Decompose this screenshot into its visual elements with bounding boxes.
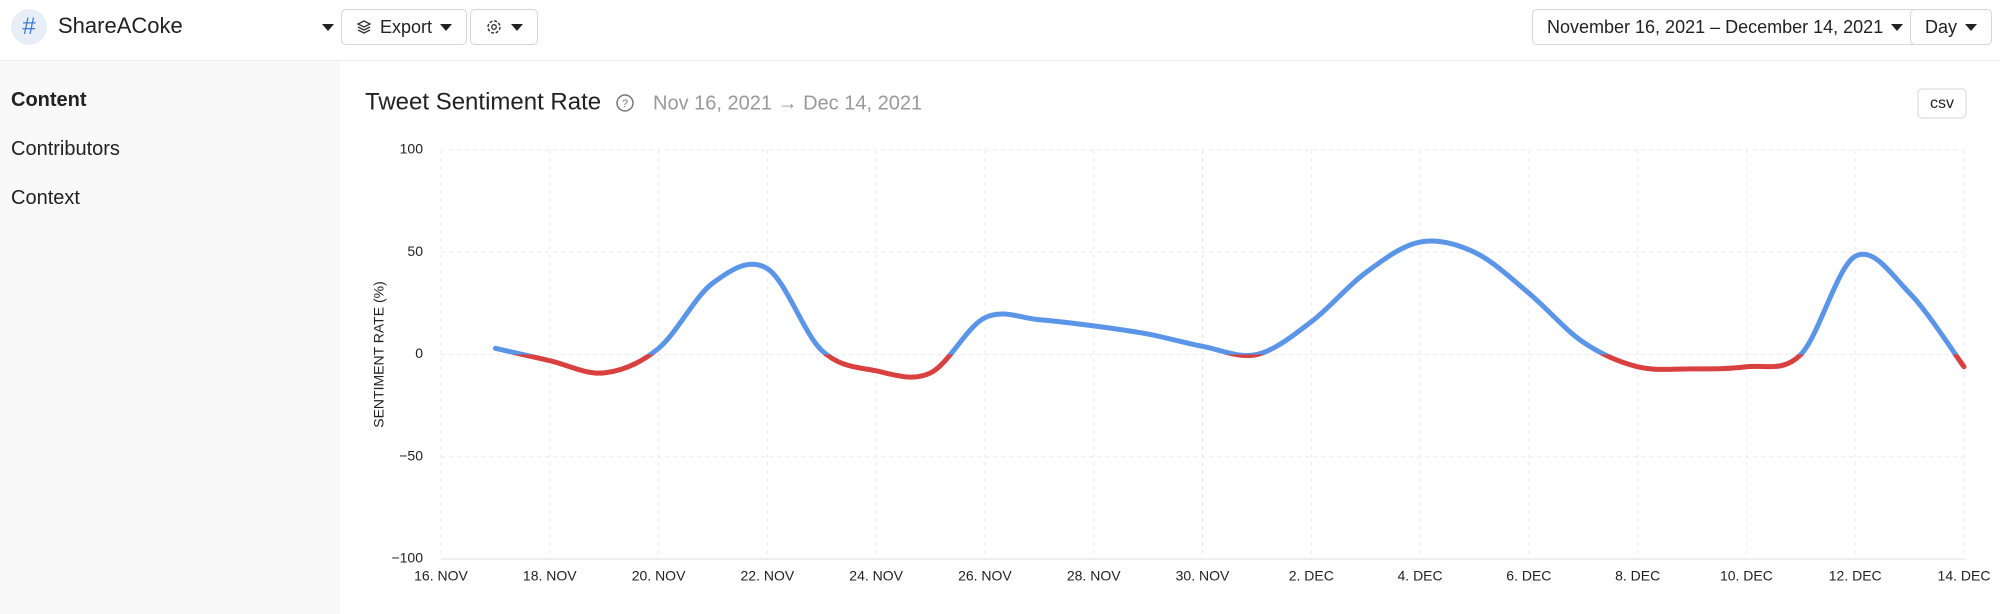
x-tick-label: 2. DEC — [1289, 568, 1334, 584]
y-tick-label: −50 — [399, 447, 423, 463]
y-tick-label: 0 — [415, 345, 423, 361]
nav-item[interactable]: Context — [11, 187, 80, 209]
export-label: Export — [380, 16, 433, 37]
x-tick-label: 10. DEC — [1720, 568, 1773, 584]
help-icon[interactable] — [616, 94, 634, 112]
x-tick-label: 22. NOV — [741, 568, 795, 584]
x-tick-label: 18. NOV — [523, 568, 577, 584]
date-range-button[interactable]: November 16, 2021 – December 14, 2021 — [1532, 9, 1919, 45]
granularity: Day — [1925, 16, 1958, 37]
nav-item[interactable]: Content — [11, 89, 87, 111]
settings-button[interactable] — [470, 9, 538, 45]
chart-subtitle: Nov 16, 2021 → Dec 14, 2021 — [653, 92, 922, 114]
layers-icon — [356, 20, 372, 34]
y-tick-label: 100 — [400, 141, 424, 157]
gear-icon — [487, 20, 501, 34]
x-tick-label: 20. NOV — [632, 568, 686, 584]
sidebar: Content Contributors Context — [0, 61, 340, 614]
chart-title: Tweet Sentiment Rate — [365, 88, 601, 115]
x-tick-label: 16. NOV — [414, 568, 468, 584]
x-tick-label: 28. NOV — [1067, 568, 1121, 584]
granularity-button[interactable]: Day — [1910, 9, 1993, 45]
chart: Tweet Sentiment Rate ? Nov 16, 2021 → De… — [365, 88, 1991, 584]
date-range: November 16, 2021 – December 14, 2021 — [1547, 16, 1884, 37]
x-tick-label: 30. NOV — [1176, 568, 1230, 584]
x-tick-label: 26. NOV — [958, 568, 1012, 584]
x-tick-label: 14. DEC — [1938, 568, 1991, 584]
hash-icon: # — [11, 9, 47, 45]
x-tick-label: 4. DEC — [1398, 568, 1443, 584]
y-tick-label: −100 — [391, 550, 423, 566]
x-tick-label: 8. DEC — [1615, 568, 1660, 584]
csv-label: csv — [1930, 95, 1954, 112]
nav-item[interactable]: Contributors — [11, 138, 120, 160]
project-dropdown[interactable] — [322, 24, 334, 31]
export-button[interactable]: Export — [341, 9, 468, 45]
project-title[interactable]: ShareACoke — [58, 13, 183, 38]
csv-button[interactable] — [1917, 88, 1967, 119]
x-tick-label: 6. DEC — [1506, 568, 1551, 584]
help-icon-mark: ? — [622, 98, 628, 110]
sentiment-line — [492, 238, 1967, 380]
y-tick-label: 50 — [407, 243, 423, 259]
top-bar: # ShareACoke Export November 16, 2021 – … — [0, 0, 2000, 61]
y-axis-label: SENTIMENT RATE (%) — [371, 281, 387, 428]
x-tick-label: 12. DEC — [1829, 568, 1882, 584]
x-tick-label: 24. NOV — [849, 568, 903, 584]
